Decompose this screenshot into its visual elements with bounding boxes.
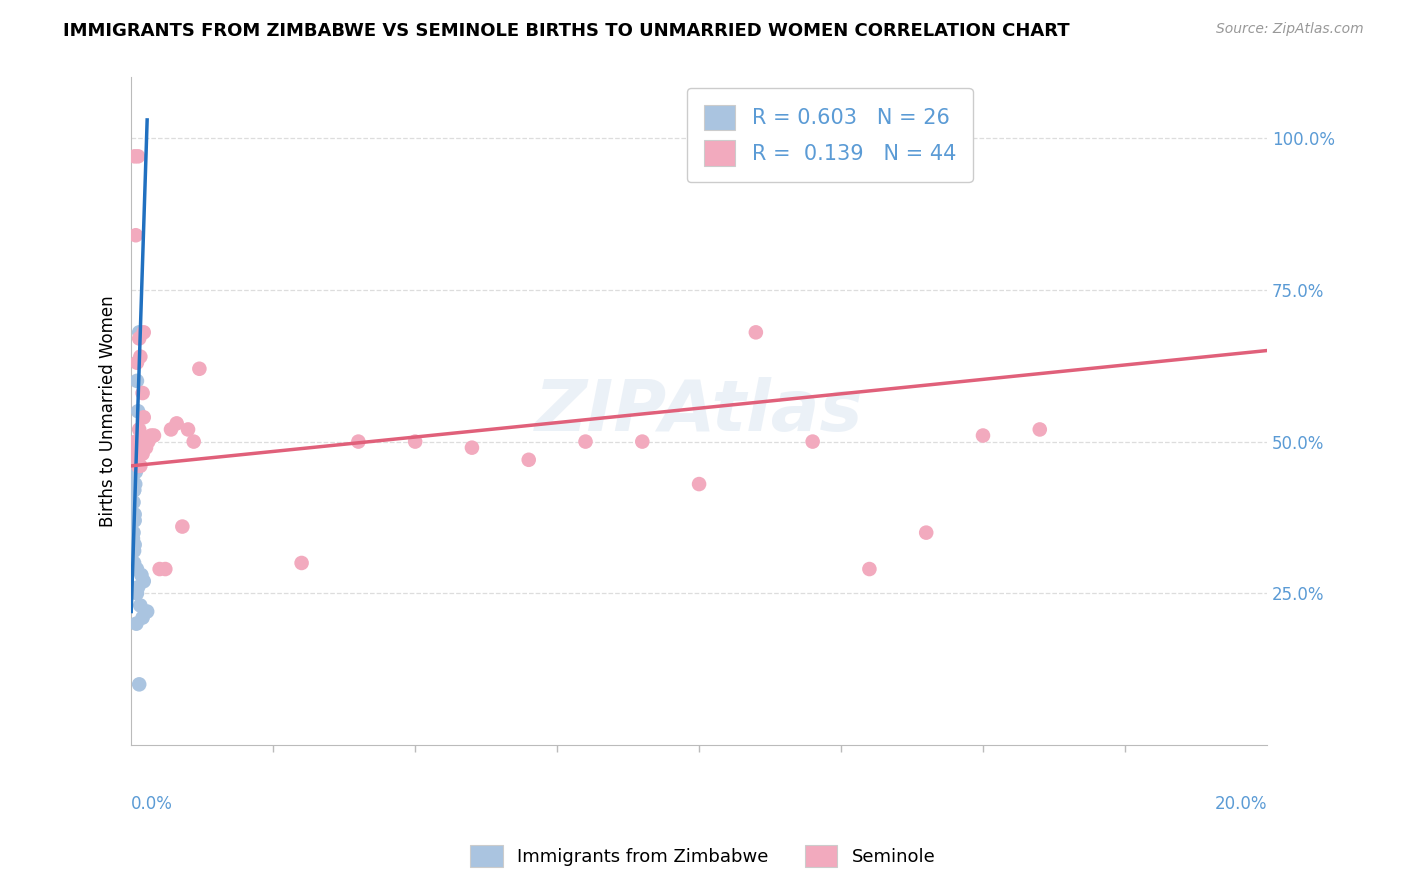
Point	[122, 544, 145, 558]
Point	[124, 149, 146, 163]
Text: 20.0%: 20.0%	[1215, 795, 1267, 814]
Point	[131, 610, 153, 624]
Point	[127, 404, 149, 418]
Point	[143, 428, 166, 442]
Point	[517, 452, 540, 467]
Point	[128, 422, 150, 436]
Legend: R = 0.603   N = 26, R =  0.139   N = 44: R = 0.603 N = 26, R = 0.139 N = 44	[688, 87, 973, 183]
Point	[125, 441, 148, 455]
Text: ZIPAtlas: ZIPAtlas	[534, 376, 863, 446]
Point	[183, 434, 205, 449]
Point	[688, 477, 710, 491]
Point	[136, 605, 159, 619]
Point	[160, 422, 183, 436]
Point	[124, 514, 146, 528]
Point	[291, 556, 314, 570]
Point	[125, 465, 148, 479]
Point	[131, 386, 153, 401]
Point	[129, 599, 152, 613]
Point	[972, 428, 994, 442]
Point	[404, 434, 426, 449]
Point	[131, 447, 153, 461]
Text: Source: ZipAtlas.com: Source: ZipAtlas.com	[1216, 22, 1364, 37]
Point	[127, 580, 149, 594]
Point	[125, 434, 148, 449]
Point	[125, 586, 148, 600]
Point	[124, 538, 146, 552]
Point	[132, 574, 155, 589]
Point	[131, 568, 153, 582]
Point	[132, 410, 155, 425]
Point	[129, 350, 152, 364]
Point	[125, 562, 148, 576]
Point	[125, 616, 148, 631]
Point	[127, 149, 149, 163]
Point	[128, 677, 150, 691]
Point	[122, 532, 145, 546]
Point	[125, 447, 148, 461]
Point	[129, 458, 152, 473]
Point	[125, 374, 148, 388]
Point	[631, 434, 654, 449]
Text: IMMIGRANTS FROM ZIMBABWE VS SEMINOLE BIRTHS TO UNMARRIED WOMEN CORRELATION CHART: IMMIGRANTS FROM ZIMBABWE VS SEMINOLE BIR…	[63, 22, 1070, 40]
Point	[125, 356, 148, 370]
Point	[139, 428, 162, 442]
Text: 0.0%: 0.0%	[131, 795, 173, 814]
Point	[128, 331, 150, 345]
Point	[127, 458, 149, 473]
Point	[574, 434, 596, 449]
Point	[745, 326, 768, 340]
Legend: Immigrants from Zimbabwe, Seminole: Immigrants from Zimbabwe, Seminole	[463, 838, 943, 874]
Point	[124, 477, 146, 491]
Point	[122, 556, 145, 570]
Point	[135, 441, 157, 455]
Point	[801, 434, 824, 449]
Point	[347, 434, 370, 449]
Point	[124, 508, 146, 522]
Point	[155, 562, 177, 576]
Point	[125, 228, 148, 243]
Point	[125, 434, 148, 449]
Point	[128, 326, 150, 340]
Point	[122, 483, 145, 497]
Point	[172, 519, 194, 533]
Point	[858, 562, 880, 576]
Point	[122, 495, 145, 509]
Point	[1029, 422, 1052, 436]
Point	[166, 417, 188, 431]
Point	[136, 434, 159, 449]
Y-axis label: Births to Unmarried Women: Births to Unmarried Women	[100, 295, 117, 527]
Point	[125, 452, 148, 467]
Point	[132, 326, 155, 340]
Point	[461, 441, 484, 455]
Point	[915, 525, 938, 540]
Point	[134, 434, 156, 449]
Point	[122, 525, 145, 540]
Point	[177, 422, 200, 436]
Point	[188, 361, 211, 376]
Point	[149, 562, 172, 576]
Point	[122, 483, 145, 497]
